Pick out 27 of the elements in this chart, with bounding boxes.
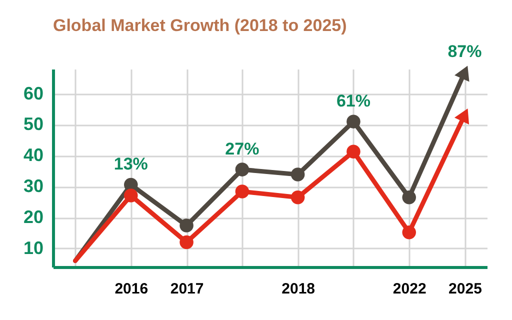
point xyxy=(290,190,305,204)
point xyxy=(402,225,416,240)
annotation: 13% xyxy=(114,154,148,174)
y-tick-label: 60 xyxy=(23,83,44,104)
y-tick-label: 10 xyxy=(23,238,44,258)
point xyxy=(235,184,250,198)
y-tick-label: 50 xyxy=(23,114,44,134)
point xyxy=(235,162,250,176)
point xyxy=(290,168,305,182)
point xyxy=(180,218,194,232)
annotation: 87% xyxy=(448,42,482,62)
x-tick-label: 2017 xyxy=(170,280,204,298)
annotation: 61% xyxy=(336,92,370,111)
y-tick-label: 40 xyxy=(23,145,44,166)
x-tick-label: 2016 xyxy=(114,280,148,298)
x-tick-label: 2025 xyxy=(448,280,482,298)
point xyxy=(402,190,416,204)
y-tick-label: 30 xyxy=(23,176,44,196)
chart-title: Global Market Growth (2018 to 2025) xyxy=(52,16,347,36)
annotation: 27% xyxy=(225,140,260,159)
point xyxy=(124,188,138,202)
x-tick-label: 2022 xyxy=(392,280,426,298)
x-tick-label: 2018 xyxy=(282,280,316,298)
y-tick-label: 20 xyxy=(23,207,44,227)
point xyxy=(346,144,360,158)
point xyxy=(346,114,360,128)
point xyxy=(180,235,194,250)
